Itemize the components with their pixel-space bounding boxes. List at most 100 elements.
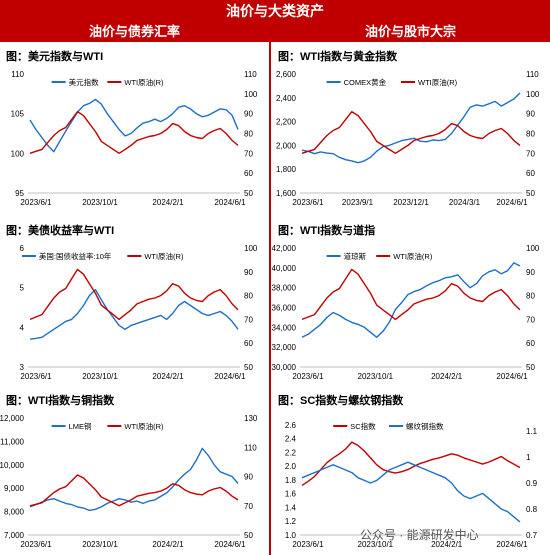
y-left-tick-label: 2.0 bbox=[285, 462, 297, 471]
x-tick-label: 2023/10/1 bbox=[358, 372, 394, 381]
y-right-tick-label: 70 bbox=[244, 149, 253, 158]
legend-label: 螺纹钢指数 bbox=[406, 421, 444, 431]
y-left-tick-label: 1.6 bbox=[285, 490, 297, 499]
chart-panel: 7,000 8,000 9,000 10,000 11,000 12,000 50 70 90 1… bbox=[0, 392, 268, 555]
chart-panel: 30,000 32,000 34,000 36,000 38,000 40,000 42,0… bbox=[272, 222, 550, 387]
x-tick-label: 2024/2/1 bbox=[431, 540, 463, 549]
legend-label: WTI原油(R) bbox=[144, 251, 184, 261]
legend-label: WTI原油(R) bbox=[124, 421, 164, 431]
chart-svg: 1.0 1.2 1.4 1.6 1.8 2.0 2.2 2.4 2.6 0.7 0.8 0.9 1 1.1… bbox=[285, 421, 538, 549]
x-tick-label: 2024/2/1 bbox=[152, 372, 184, 381]
series-line bbox=[29, 474, 239, 507]
x-tick-label: 2024/2/1 bbox=[152, 540, 184, 549]
x-tick-label: 2023/10/1 bbox=[82, 372, 118, 381]
y-left-tick-label: 3 bbox=[20, 363, 25, 372]
chart-title: 图：SC指数与螺纹钢指数 bbox=[278, 395, 404, 407]
y-right-tick-label: 60 bbox=[244, 169, 253, 178]
y-right-tick-label: 1 bbox=[526, 453, 531, 462]
chart-title: 图：WTI指数与铜指数 bbox=[6, 395, 115, 407]
y-left-tick-label: 1,800 bbox=[276, 165, 297, 174]
y-left-tick-label: 11,000 bbox=[0, 437, 24, 446]
x-tick-label: 2024/6/1 bbox=[214, 372, 246, 381]
legend-label: 美国:国债收益率:10年 bbox=[39, 251, 112, 261]
series-line bbox=[29, 288, 239, 340]
column-divider bbox=[269, 22, 271, 555]
y-left-tick-label: 42,000 bbox=[272, 244, 297, 253]
y-left-tick-label: 6 bbox=[20, 244, 25, 253]
x-tick-label: 2023/6/1 bbox=[292, 540, 324, 549]
y-right-tick-label: 80 bbox=[526, 292, 535, 301]
right-column-header: 油价与股市大宗 bbox=[271, 22, 550, 42]
y-left-tick-label: 8,000 bbox=[4, 508, 25, 517]
series-line bbox=[29, 447, 239, 512]
y-left-tick-label: 2.4 bbox=[285, 435, 297, 444]
y-right-tick-label: 1.1 bbox=[526, 427, 538, 436]
legend-label: SC指数 bbox=[350, 421, 376, 431]
y-right-tick-label: 0.9 bbox=[526, 479, 538, 488]
y-left-tick-label: 34,000 bbox=[272, 323, 297, 332]
y-left-tick-label: 2,400 bbox=[276, 94, 297, 103]
legend-label: WTI原油(R) bbox=[393, 251, 433, 261]
y-right-tick-label: 0.8 bbox=[526, 505, 538, 514]
banner-title: 油价与大类资产 bbox=[0, 0, 550, 22]
legend-label: WTI原油(R) bbox=[124, 77, 164, 87]
chart-panel: 1.0 1.2 1.4 1.6 1.8 2.0 2.2 2.4 2.6 0.7 0.8 0.9 1 1.1… bbox=[272, 392, 550, 555]
y-right-tick-label: 110 bbox=[244, 443, 257, 452]
x-tick-label: 2024/2/1 bbox=[152, 198, 184, 207]
x-tick-label: 2024/3/1 bbox=[449, 198, 481, 207]
series-line bbox=[301, 461, 521, 523]
chart-title: 图：美债收益率与WTI bbox=[6, 225, 115, 237]
x-tick-label: 2023/6/1 bbox=[20, 198, 52, 207]
y-left-tick-label: 105 bbox=[11, 110, 25, 119]
x-tick-label: 2023/6/1 bbox=[292, 198, 324, 207]
y-right-tick-label: 50 bbox=[244, 531, 253, 540]
y-left-tick-label: 110 bbox=[11, 70, 24, 79]
x-tick-label: 2024/6/1 bbox=[214, 540, 246, 549]
x-tick-label: 2023/12/1 bbox=[393, 198, 429, 207]
y-right-tick-label: 50 bbox=[526, 363, 535, 372]
legend-label: LME铜 bbox=[69, 421, 92, 431]
y-left-tick-label: 4 bbox=[20, 323, 25, 332]
y-right-tick-label: 100 bbox=[526, 244, 540, 253]
y-right-tick-label: 130 bbox=[244, 414, 258, 423]
x-tick-label: 2023/9/1 bbox=[342, 198, 374, 207]
x-tick-label: 2024/2/1 bbox=[431, 372, 463, 381]
chart-title: 图：WTI指数与道指 bbox=[278, 225, 376, 237]
y-left-tick-label: 1.4 bbox=[285, 503, 297, 512]
y-left-tick-label: 2,200 bbox=[276, 118, 297, 127]
series-line bbox=[301, 262, 521, 339]
y-left-tick-label: 38,000 bbox=[272, 284, 297, 293]
y-left-tick-label: 10,000 bbox=[0, 461, 25, 470]
x-tick-label: 2023/6/1 bbox=[20, 372, 52, 381]
y-left-tick-label: 30,000 bbox=[272, 363, 297, 372]
chart-svg: 3 4 5 6 50 60 70 80 90 100 2023/6/1 2023/10/1 2024/2… bbox=[20, 244, 258, 381]
left-column-header: 油价与债券汇率 bbox=[0, 22, 269, 42]
y-left-tick-label: 12,000 bbox=[0, 414, 25, 423]
chart-title: 图：WTI指数与黄金指数 bbox=[278, 51, 398, 63]
legend-label: 美元指数 bbox=[69, 77, 99, 87]
y-left-tick-label: 32,000 bbox=[272, 343, 297, 352]
y-right-tick-label: 80 bbox=[244, 130, 253, 139]
chart-panel: 1,600 1,800 2,000 2,200 2,400 2,600 50 60 70 80 90… bbox=[272, 48, 550, 213]
y-right-tick-label: 70 bbox=[526, 149, 535, 158]
y-left-tick-label: 2.2 bbox=[285, 448, 297, 457]
y-left-tick-label: 1.8 bbox=[285, 476, 297, 485]
chart-panel: 3 4 5 6 50 60 70 80 90 100 2023/6/1 2023/10/1 2024/2… bbox=[0, 222, 268, 387]
x-tick-label: 2024/6/1 bbox=[496, 540, 528, 549]
y-right-tick-label: 110 bbox=[244, 70, 257, 79]
legend-label: 道琼斯 bbox=[344, 251, 367, 261]
series-line bbox=[29, 98, 239, 153]
x-tick-label: 2024/6/1 bbox=[496, 372, 528, 381]
y-right-tick-label: 100 bbox=[526, 90, 540, 99]
y-left-tick-label: 2.6 bbox=[285, 421, 297, 430]
series-line bbox=[301, 92, 521, 164]
x-tick-label: 2023/10/1 bbox=[358, 540, 394, 549]
x-tick-label: 2023/10/1 bbox=[82, 198, 118, 207]
y-right-tick-label: 60 bbox=[526, 169, 535, 178]
y-right-tick-label: 90 bbox=[244, 473, 253, 482]
y-left-tick-label: 5 bbox=[20, 284, 25, 293]
chart-panel: 95 100 105 110 50 60 70 80 90 100 110 2023/6/1 2023/… bbox=[0, 48, 268, 213]
y-right-tick-label: 110 bbox=[526, 70, 539, 79]
y-right-tick-label: 70 bbox=[244, 315, 253, 324]
